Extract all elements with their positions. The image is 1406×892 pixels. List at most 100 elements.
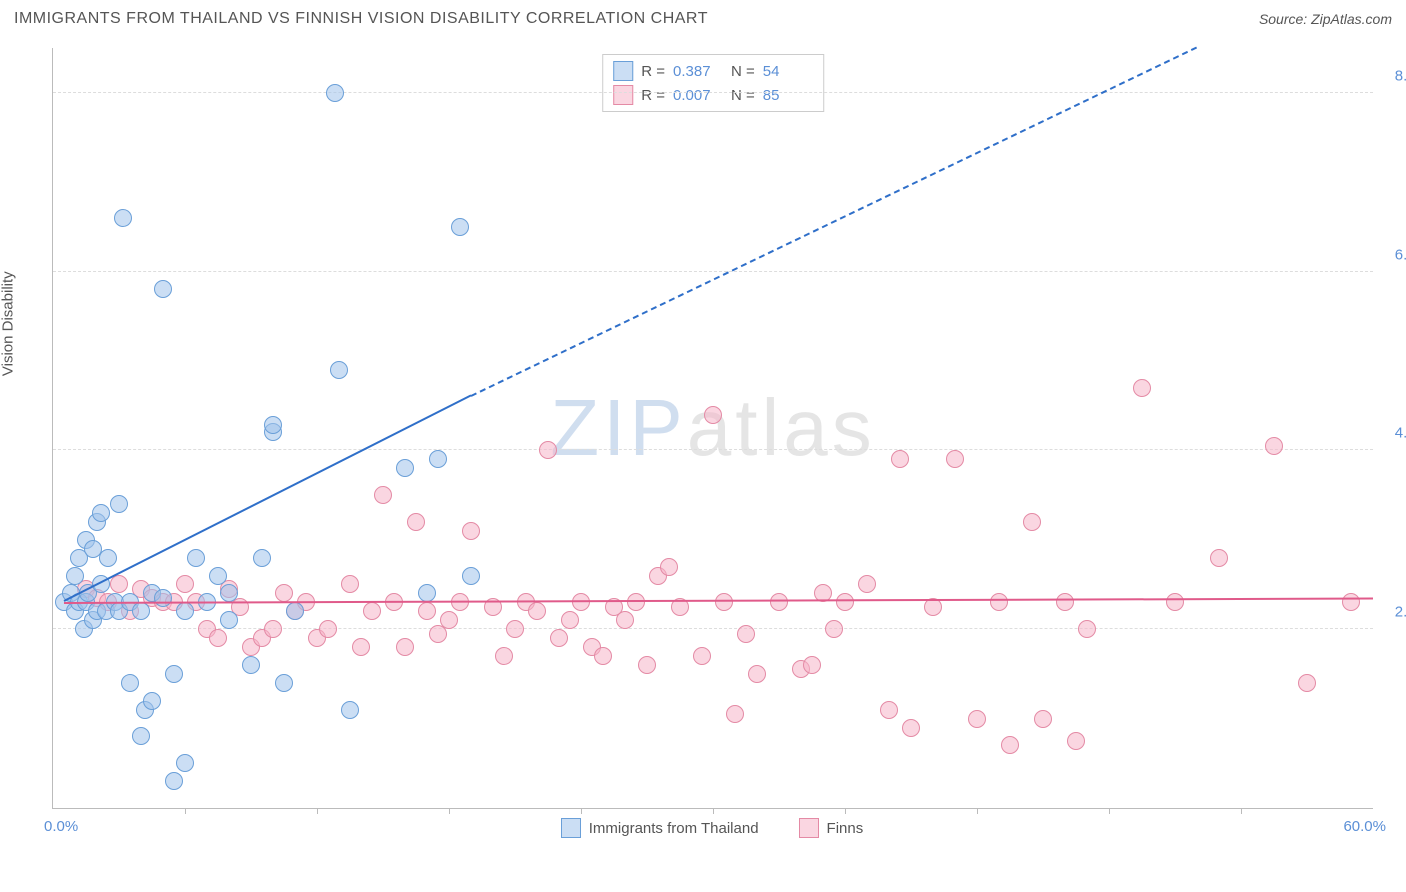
correlation-legend: R = 0.387 N = 54 R = 0.007 N = 85: [602, 54, 824, 112]
scatter-point: [451, 218, 469, 236]
swatch-series-1: [799, 818, 819, 838]
scatter-point: [495, 647, 513, 665]
scatter-point: [154, 589, 172, 607]
scatter-point: [990, 593, 1008, 611]
scatter-point: [341, 575, 359, 593]
scatter-point: [352, 638, 370, 656]
scatter-point: [737, 625, 755, 643]
scatter-point: [594, 647, 612, 665]
scatter-point: [506, 620, 524, 638]
scatter-point: [1056, 593, 1074, 611]
r-label: R =: [641, 63, 665, 80]
scatter-point: [1265, 437, 1283, 455]
swatch-series-0: [613, 61, 633, 81]
scatter-point: [561, 611, 579, 629]
scatter-point: [209, 567, 227, 585]
scatter-point: [836, 593, 854, 611]
scatter-point: [92, 504, 110, 522]
series-label-1: Finns: [827, 820, 864, 837]
scatter-point: [803, 656, 821, 674]
swatch-series-1: [613, 85, 633, 105]
scatter-point: [154, 280, 172, 298]
r-value-1: 0.007: [673, 87, 723, 104]
scatter-plot-area: ZIPatlas R = 0.387 N = 54 R = 0.007 N = …: [52, 48, 1373, 809]
scatter-point: [858, 575, 876, 593]
x-tick: [581, 808, 582, 814]
scatter-point: [326, 84, 344, 102]
gridline: [53, 92, 1373, 93]
scatter-point: [264, 416, 282, 434]
scatter-point: [704, 406, 722, 424]
r-value-0: 0.387: [673, 63, 723, 80]
scatter-point: [550, 629, 568, 647]
trend-line-dashed: [471, 46, 1198, 397]
watermark-zip: ZIP: [550, 383, 686, 472]
series-label-0: Immigrants from Thailand: [589, 820, 759, 837]
correlation-legend-row-0: R = 0.387 N = 54: [613, 59, 813, 83]
scatter-point: [209, 629, 227, 647]
scatter-point: [176, 575, 194, 593]
scatter-point: [176, 602, 194, 620]
scatter-point: [275, 584, 293, 602]
scatter-point: [715, 593, 733, 611]
series-legend: Immigrants from Thailand Finns: [52, 818, 1372, 838]
scatter-point: [572, 593, 590, 611]
series-legend-item-1: Finns: [799, 818, 864, 838]
scatter-point: [286, 602, 304, 620]
scatter-point: [132, 602, 150, 620]
scatter-point: [693, 647, 711, 665]
scatter-point: [1034, 710, 1052, 728]
scatter-point: [1023, 513, 1041, 531]
scatter-point: [1067, 732, 1085, 750]
scatter-point: [253, 549, 271, 567]
scatter-point: [726, 705, 744, 723]
n-label: N =: [731, 63, 755, 80]
scatter-point: [1166, 593, 1184, 611]
scatter-point: [341, 701, 359, 719]
watermark: ZIPatlas: [550, 382, 875, 474]
x-tick: [977, 808, 978, 814]
r-label: R =: [641, 87, 665, 104]
source-label: Source: ZipAtlas.com: [1259, 11, 1392, 27]
scatter-point: [363, 602, 381, 620]
x-tick: [1109, 808, 1110, 814]
correlation-legend-row-1: R = 0.007 N = 85: [613, 83, 813, 107]
scatter-point: [902, 719, 920, 737]
scatter-point: [528, 602, 546, 620]
scatter-point: [319, 620, 337, 638]
scatter-point: [748, 665, 766, 683]
x-tick: [317, 808, 318, 814]
scatter-point: [121, 674, 139, 692]
scatter-point: [539, 441, 557, 459]
y-tick-label: 6.0%: [1379, 246, 1406, 263]
scatter-point: [110, 495, 128, 513]
x-tick: [1241, 808, 1242, 814]
scatter-point: [770, 593, 788, 611]
x-tick: [185, 808, 186, 814]
scatter-point: [220, 584, 238, 602]
y-tick-label: 8.0%: [1379, 67, 1406, 84]
scatter-point: [880, 701, 898, 719]
title-bar: IMMIGRANTS FROM THAILAND VS FINNISH VISI…: [14, 10, 1392, 28]
scatter-point: [396, 459, 414, 477]
scatter-point: [374, 486, 392, 504]
scatter-point: [946, 450, 964, 468]
scatter-point: [132, 727, 150, 745]
scatter-point: [110, 575, 128, 593]
scatter-point: [429, 450, 447, 468]
swatch-series-0: [561, 818, 581, 838]
scatter-point: [1133, 379, 1151, 397]
x-tick: [845, 808, 846, 814]
y-tick-label: 4.0%: [1379, 425, 1406, 442]
scatter-point: [418, 602, 436, 620]
series-legend-item-0: Immigrants from Thailand: [561, 818, 759, 838]
n-value-0: 54: [763, 63, 813, 80]
y-axis-title: Vision Disability: [0, 271, 17, 376]
scatter-point: [616, 611, 634, 629]
gridline: [53, 449, 1373, 450]
scatter-point: [891, 450, 909, 468]
x-tick: [449, 808, 450, 814]
scatter-point: [462, 567, 480, 585]
scatter-point: [114, 209, 132, 227]
scatter-point: [176, 754, 194, 772]
